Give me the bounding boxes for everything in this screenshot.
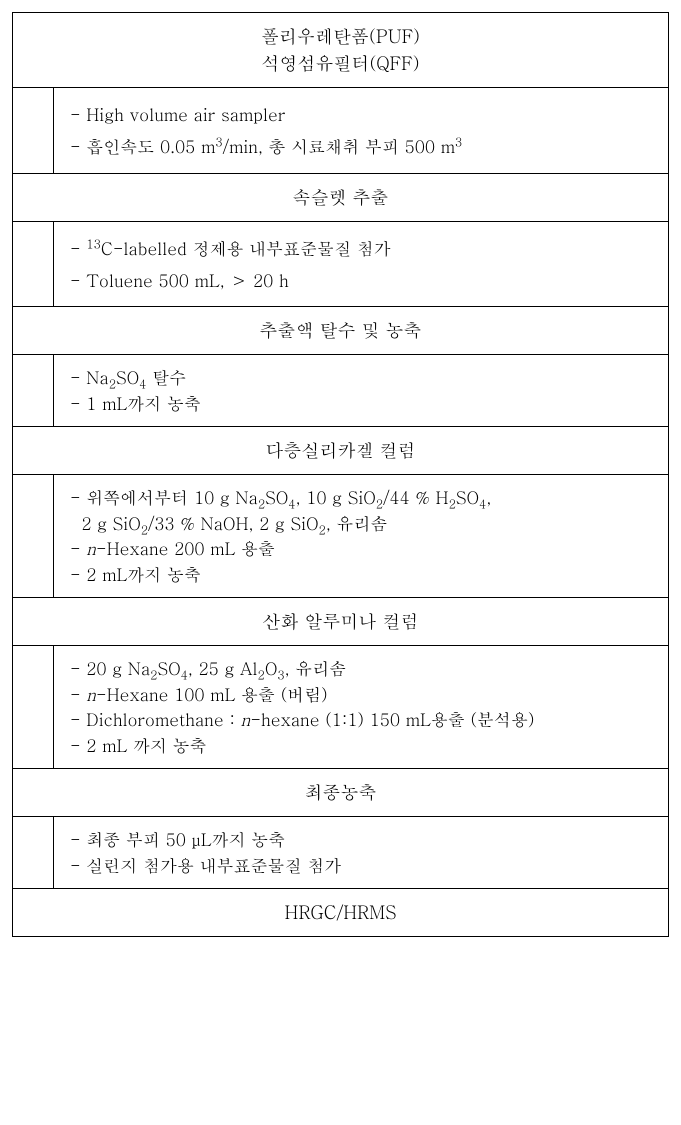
flow-detail-section: - 13C-labelled 정제용 내부표준물질 첨가- Toluene 50… bbox=[13, 222, 668, 308]
detail-line: - 1 mL까지 농축 bbox=[70, 391, 654, 417]
header-line: 추출액 탈수 및 농축 bbox=[21, 317, 660, 344]
flow-detail-section: - Na2SO4 탈수- 1 mL까지 농축 bbox=[13, 355, 668, 427]
flow-detail-content: - High volume air sampler- 흡인속도 0.05 m3/… bbox=[53, 88, 668, 174]
detail-line: - 13C-labelled 정제용 내부표준물질 첨가 bbox=[70, 232, 654, 264]
header-line: 다층실리카겔 컬럼 bbox=[21, 437, 660, 464]
detail-line: - Na2SO4 탈수 bbox=[70, 365, 654, 391]
flow-header: 폴리우레탄폼(PUF)석영섬유필터(QFF) bbox=[13, 13, 668, 88]
detail-line: - 위쪽에서부터 10 g Na2SO4, 10 g SiO2/44 % H2S… bbox=[70, 485, 654, 536]
flow-detail-content: - 13C-labelled 정제용 내부표준물질 첨가- Toluene 50… bbox=[53, 222, 668, 308]
flow-detail-content: - 최종 부피 50 μL까지 농축- 실린지 첨가용 내부표준물질 첨가 bbox=[53, 817, 668, 889]
flow-header: 최종농축 bbox=[13, 769, 668, 817]
header-line: 속슬렛 추출 bbox=[21, 184, 660, 211]
flow-header: 산화 알루미나 컬럼 bbox=[13, 598, 668, 646]
detail-line: - 20 g Na2SO4, 25 g Al2O3, 유리솜 bbox=[70, 656, 654, 682]
flow-gutter bbox=[13, 817, 53, 889]
flow-detail-section: - 위쪽에서부터 10 g Na2SO4, 10 g SiO2/44 % H2S… bbox=[13, 475, 668, 598]
header-line: 석영섬유필터(QFF) bbox=[21, 50, 660, 77]
flow-gutter bbox=[13, 88, 53, 174]
detail-line: - High volume air sampler bbox=[70, 98, 654, 130]
detail-line: - 최종 부피 50 μL까지 농축 bbox=[70, 827, 654, 853]
flow-detail-content: - 20 g Na2SO4, 25 g Al2O3, 유리솜- n-Hexane… bbox=[53, 646, 668, 769]
flow-detail-section: - High volume air sampler- 흡인속도 0.05 m3/… bbox=[13, 88, 668, 174]
flow-gutter bbox=[13, 475, 53, 598]
flow-header: 다층실리카겔 컬럼 bbox=[13, 427, 668, 475]
detail-line: - 흡인속도 0.05 m3/min, 총 시료채취 부피 500 m3 bbox=[70, 130, 654, 162]
flow-detail-content: - 위쪽에서부터 10 g Na2SO4, 10 g SiO2/44 % H2S… bbox=[53, 475, 668, 598]
detail-line: - n-Hexane 100 mL 용출 (버림) bbox=[70, 682, 654, 708]
detail-line: - Toluene 500 mL, ＞ 20 h bbox=[70, 264, 654, 296]
header-line: 최종농축 bbox=[21, 779, 660, 806]
flow-detail-section: - 최종 부피 50 μL까지 농축- 실린지 첨가용 내부표준물질 첨가 bbox=[13, 817, 668, 889]
flowchart-container: 폴리우레탄폼(PUF)석영섬유필터(QFF)- High volume air … bbox=[12, 12, 669, 937]
detail-line: - n-Hexane 200 mL 용출 bbox=[70, 536, 654, 562]
flow-header: 속슬렛 추출 bbox=[13, 174, 668, 222]
flow-header: HRGC/HRMS bbox=[13, 889, 668, 936]
flow-gutter bbox=[13, 646, 53, 769]
flow-gutter bbox=[13, 222, 53, 308]
header-line: 폴리우레탄폼(PUF) bbox=[21, 23, 660, 50]
flow-header: 추출액 탈수 및 농축 bbox=[13, 307, 668, 355]
detail-line: - 2 mL 까지 농축 bbox=[70, 733, 654, 759]
flow-gutter bbox=[13, 355, 53, 427]
flow-detail-section: - 20 g Na2SO4, 25 g Al2O3, 유리솜- n-Hexane… bbox=[13, 646, 668, 769]
flow-detail-content: - Na2SO4 탈수- 1 mL까지 농축 bbox=[53, 355, 668, 427]
detail-line: - Dichloromethane : n-hexane (1:1) 150 m… bbox=[70, 707, 654, 733]
header-line: 산화 알루미나 컬럼 bbox=[21, 608, 660, 635]
detail-line: - 2 mL까지 농축 bbox=[70, 562, 654, 588]
detail-line: - 실린지 첨가용 내부표준물질 첨가 bbox=[70, 853, 654, 879]
header-line: HRGC/HRMS bbox=[21, 899, 660, 926]
